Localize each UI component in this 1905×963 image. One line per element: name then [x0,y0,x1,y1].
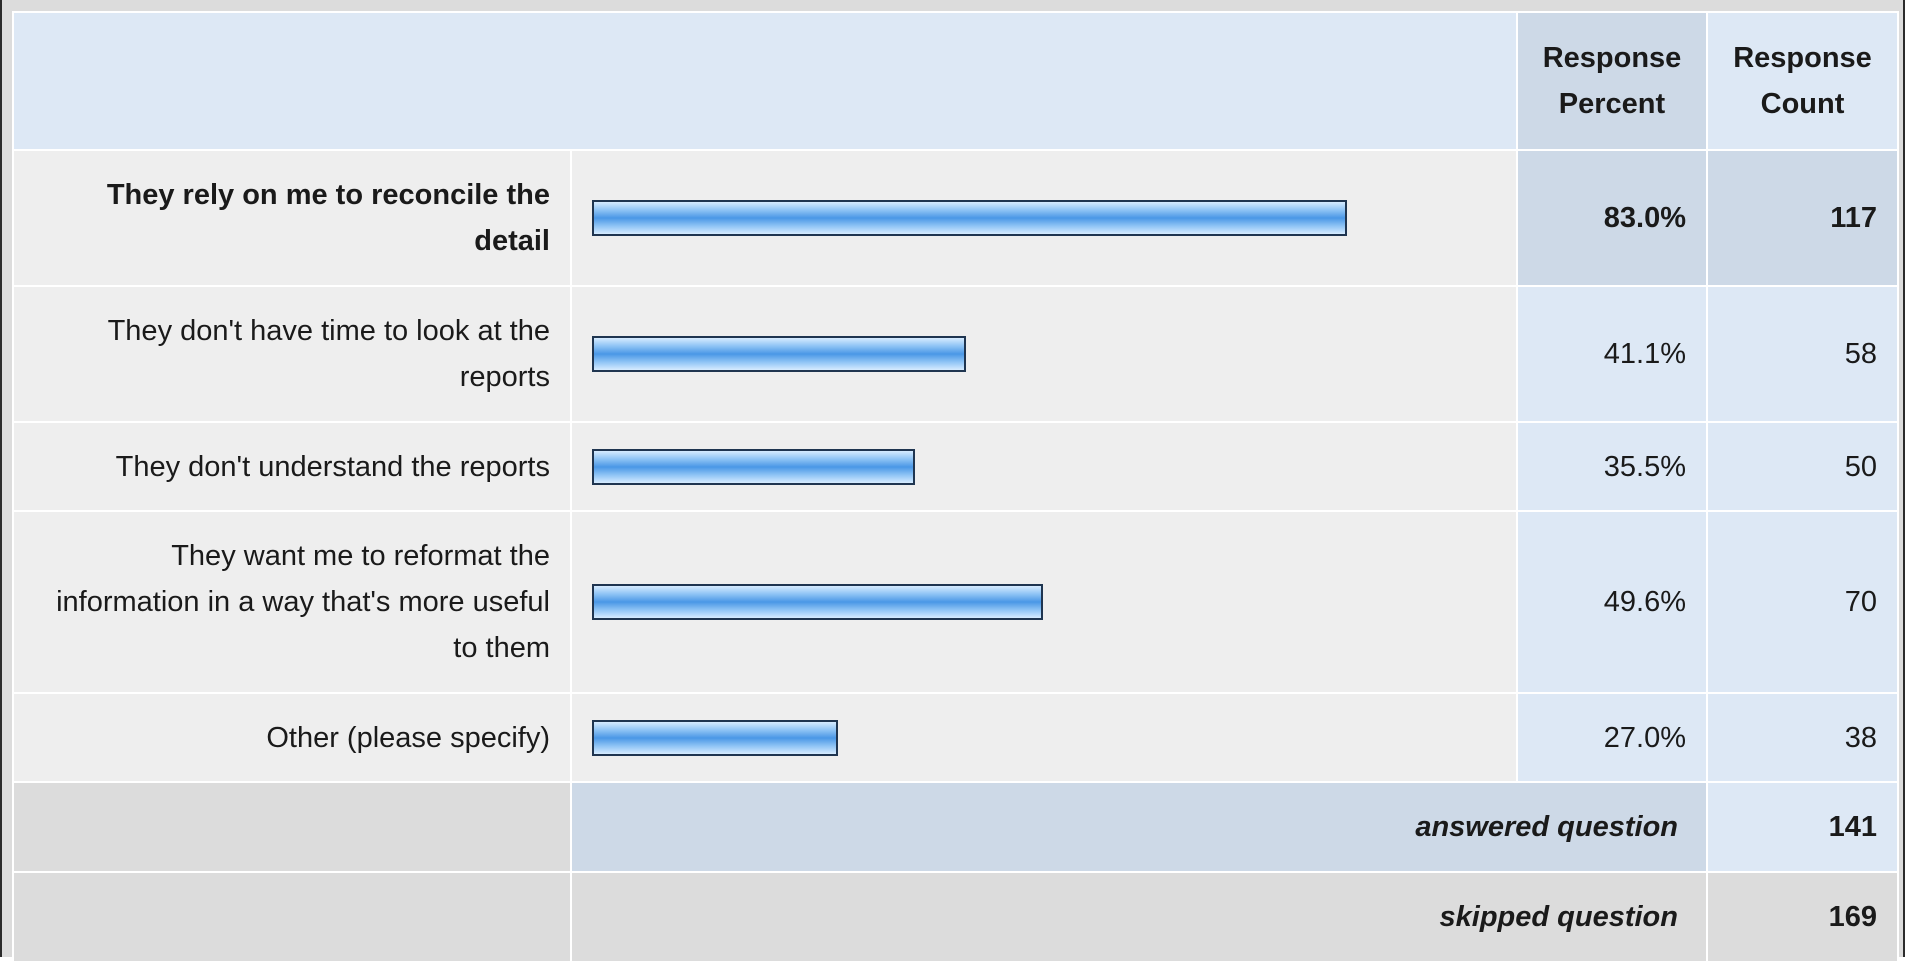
bar-cell [570,692,1518,783]
table-row: Other (please specify) 27.0% 38 [12,692,1899,783]
table-row: They rely on me to reconcile the detail 8… [12,149,1899,287]
skipped-row: skipped question 169 [12,871,1899,963]
response-percent: 49.6% [1516,510,1708,694]
response-count: 70 [1706,510,1899,694]
table-row: They want me to reformat the information… [12,510,1899,694]
survey-results-table: Response Percent Response Count They rel… [12,11,1899,963]
table-row: They don't understand the reports 35.5% 50 [12,421,1899,512]
response-percent-header: Response Percent [1516,11,1708,151]
header-blank-cell [12,11,1518,151]
response-count: 58 [1706,285,1899,423]
response-bar [592,719,838,756]
bar-cell [570,149,1518,287]
answered-row: answered question 141 [12,781,1899,873]
answer-label: They don't understand the reports [12,421,572,512]
answer-label: They rely on me to reconcile the detail [12,149,572,287]
response-bar [592,336,966,372]
skipped-question-label: skipped question [570,871,1708,963]
bar-cell [570,510,1518,694]
response-percent: 35.5% [1516,421,1708,512]
table-row: They don't have time to look at the repo… [12,285,1899,423]
response-count: 38 [1706,692,1899,783]
answered-empty-cell [12,781,572,873]
skipped-empty-cell [12,871,572,963]
response-count: 50 [1706,421,1899,512]
answer-label: They don't have time to look at the repo… [12,285,572,423]
response-count-header: Response Count [1706,11,1899,151]
answer-label: They want me to reformat the information… [12,510,572,694]
answered-question-label: answered question [570,781,1708,873]
bar-cell [570,421,1518,512]
answer-rows: They rely on me to reconcile the detail 8… [12,149,1899,783]
response-percent: 41.1% [1516,285,1708,423]
response-bar [592,200,1347,236]
response-bar [592,448,915,485]
skipped-question-value: 169 [1706,871,1899,963]
response-percent: 27.0% [1516,692,1708,783]
answered-question-value: 141 [1706,781,1899,873]
response-count: 117 [1706,149,1899,287]
bar-cell [570,285,1518,423]
response-percent: 83.0% [1516,149,1708,287]
table-header-row: Response Percent Response Count [12,11,1899,151]
response-bar [592,584,1043,620]
answer-label: Other (please specify) [12,692,572,783]
